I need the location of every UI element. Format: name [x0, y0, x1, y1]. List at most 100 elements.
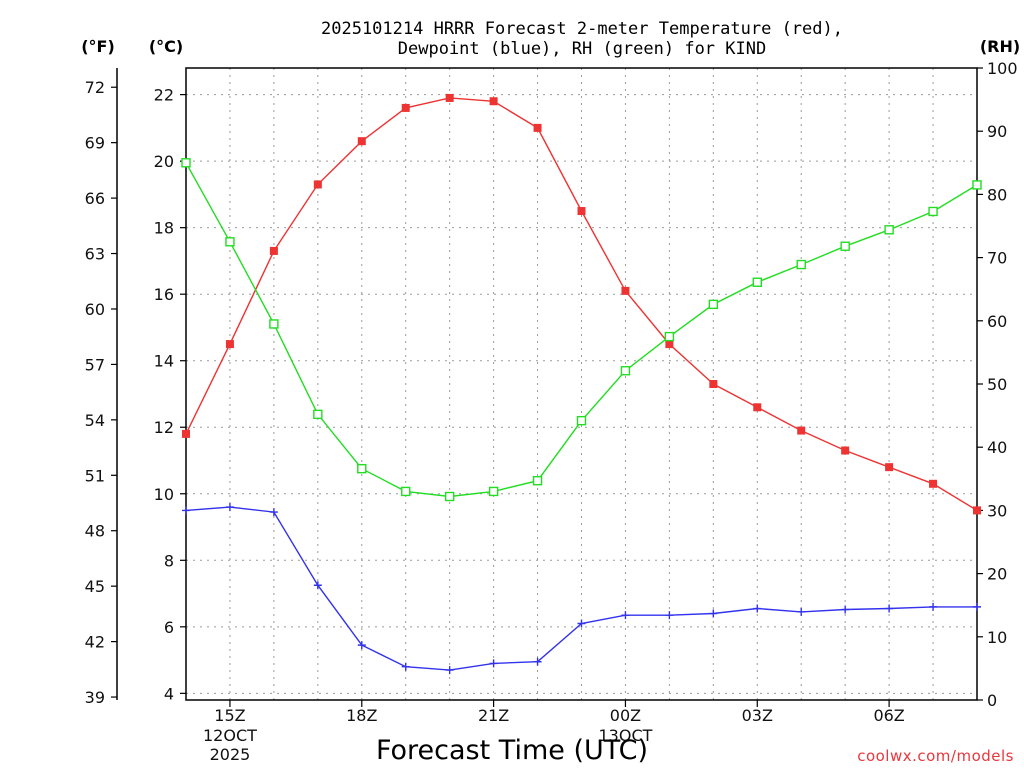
x-tick-label: 06Z	[873, 706, 904, 725]
fahrenheit-tick-label: 69	[85, 134, 105, 153]
celsius-tick-label: 14	[154, 352, 174, 371]
rh-point	[884, 225, 894, 235]
celsius-tick-label: 6	[164, 618, 174, 637]
rh-tick-label: 70	[987, 249, 1007, 268]
temperature-point	[401, 103, 410, 112]
rh-point	[576, 415, 587, 426]
dewpoint-point	[885, 604, 894, 613]
rh-point	[752, 277, 762, 287]
temperature-point	[929, 479, 938, 488]
rh-tick-label: 10	[987, 628, 1007, 647]
rh-point	[444, 491, 455, 502]
axes: 4 6 8 10 12 14 16 18 20 22 39 42 45 48 51 54 57 60 63 66 69 7…	[85, 59, 1018, 764]
x-tick-label: 15Z	[214, 706, 245, 725]
x-tick-label: 03Z	[742, 706, 773, 725]
rh-unit-label: (RH)	[980, 37, 1020, 56]
temperature-point	[621, 286, 630, 295]
temperature-point	[357, 137, 366, 146]
dewpoint-point	[313, 581, 322, 590]
rh-point	[928, 206, 938, 217]
rh-point	[488, 486, 499, 497]
temperature-point	[753, 403, 762, 412]
rh-tick-label: 50	[987, 375, 1007, 394]
dewpoint-point	[621, 611, 630, 620]
temperature-point	[182, 429, 190, 438]
rh-point	[357, 463, 367, 474]
x-tick-label: 21Z	[478, 706, 509, 725]
rh-tick-label: 100	[987, 59, 1018, 78]
fahrenheit-unit-label: (°F)	[81, 37, 115, 56]
temperature-point	[709, 380, 718, 388]
fahrenheit-tick-label: 66	[85, 189, 105, 208]
temperature-point	[841, 446, 850, 455]
celsius-tick-label: 10	[154, 485, 174, 504]
series-rh	[181, 158, 982, 502]
temperature-point	[533, 123, 542, 132]
temperature-point	[797, 426, 806, 435]
dewpoint-point	[533, 657, 542, 666]
dewpoint-point	[577, 619, 586, 628]
fahrenheit-tick-label: 39	[85, 688, 105, 707]
dewpoint-point	[929, 602, 938, 611]
rh-point	[313, 409, 323, 420]
fahrenheit-tick-label: 48	[85, 522, 105, 541]
dewpoint-point	[973, 602, 981, 611]
fahrenheit-tick-label: 45	[85, 577, 105, 596]
fahrenheit-tick-label: 63	[85, 245, 105, 264]
dewpoint-point	[665, 611, 674, 620]
temperature-point	[269, 246, 278, 255]
celsius-tick-label: 12	[154, 418, 174, 437]
chart-title-line2: Dewpoint (blue), RH (green) for KIND	[398, 39, 766, 59]
fahrenheit-tick-label: 72	[85, 78, 105, 97]
dewpoint-point	[797, 607, 806, 616]
celsius-tick-label: 8	[164, 551, 174, 570]
rh-tick-label: 40	[987, 438, 1007, 457]
dewpoint-point	[709, 609, 718, 618]
fahrenheit-tick-label: 54	[85, 411, 105, 430]
rh-point	[225, 237, 235, 247]
rh-point	[269, 319, 279, 329]
x-tick-label: 18Z	[346, 706, 377, 725]
x-tick-year-label: 2025	[210, 745, 251, 764]
dewpoint-point	[357, 641, 366, 650]
celsius-tick-label: 16	[154, 285, 174, 304]
dewpoint-point	[753, 604, 762, 613]
temperature-point	[313, 180, 322, 189]
rh-point	[664, 331, 675, 342]
x-axis-label: Forecast Time (UTC)	[376, 735, 648, 766]
temperature-point	[885, 463, 894, 472]
fahrenheit-tick-label: 51	[85, 466, 105, 485]
celsius-tick-label: 4	[164, 684, 174, 703]
series-dewpoint	[182, 503, 981, 675]
fahrenheit-tick-label: 60	[85, 300, 105, 319]
rh-point	[532, 475, 543, 486]
fahrenheit-tick-label: 42	[85, 633, 105, 652]
rh-point	[181, 158, 191, 168]
rh-point	[401, 486, 411, 497]
celsius-unit-label: (°C)	[149, 37, 183, 56]
dewpoint-point	[225, 503, 234, 512]
rh-point	[796, 259, 806, 270]
temperature-point	[489, 97, 498, 106]
rh-tick-label: 30	[987, 501, 1007, 520]
fahrenheit-tick-label: 57	[85, 355, 105, 374]
temperature-point	[665, 340, 674, 349]
x-tick-date-label: 13OCT	[598, 726, 652, 745]
rh-point	[620, 366, 631, 376]
temperature-point	[445, 93, 454, 102]
dewpoint-point	[182, 506, 190, 515]
rh-tick-label: 90	[987, 122, 1007, 141]
rh-tick-label: 0	[987, 691, 997, 710]
chart-title-line1: 2025101214 HRRR Forecast 2-meter Tempera…	[321, 19, 843, 39]
x-tick-label: 00Z	[610, 706, 641, 725]
rh-tick-label: 20	[987, 565, 1007, 584]
rh-point	[972, 180, 982, 190]
series-2-meter-temperature	[182, 93, 981, 515]
rh-point	[708, 299, 719, 310]
dewpoint-point	[401, 662, 410, 671]
data-series	[181, 93, 982, 675]
celsius-tick-label: 18	[154, 219, 174, 238]
credit-link[interactable]: coolwx.com/models	[857, 747, 1014, 765]
celsius-tick-label: 22	[154, 86, 174, 105]
